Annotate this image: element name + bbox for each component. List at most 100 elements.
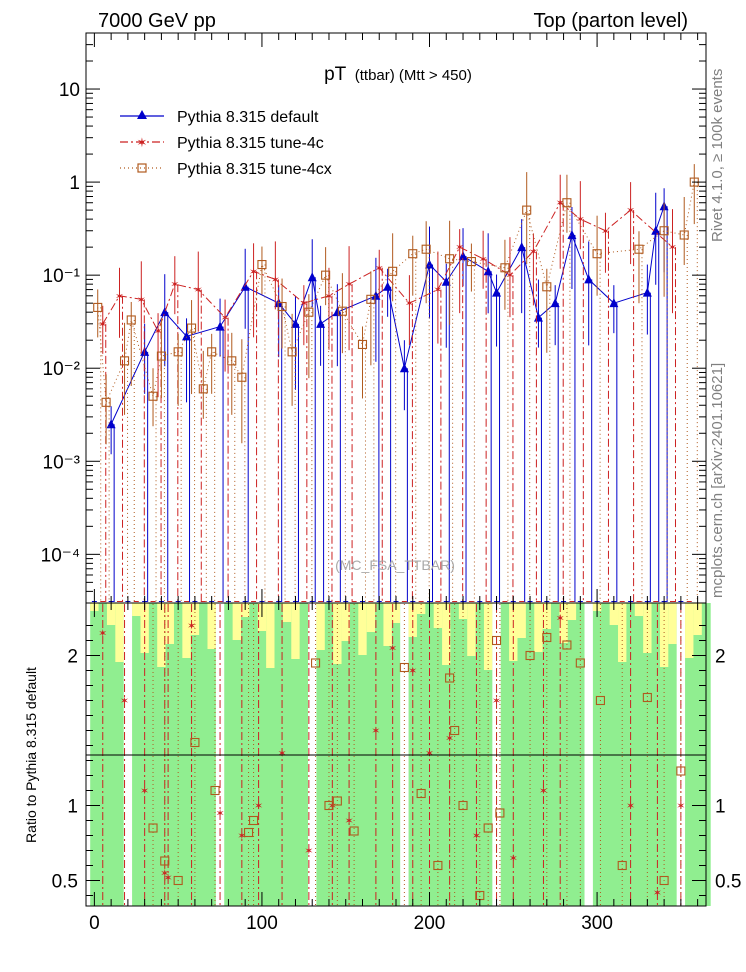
main-point-tune4cx [119,356,130,366]
main-point-tune4c: ✶ [405,298,414,310]
ratio-band-bin-outer [609,603,619,625]
ratio-point-tune4cx [173,875,183,886]
ratio-band-bin-outer [316,603,326,650]
ratio-band-bin-outer [467,603,477,656]
ratio-point-tune4cx [676,766,686,776]
main-point-tune4cx [227,356,237,366]
ratio-band-bin-outer [190,603,200,635]
ratio-point-tune4cx [249,815,259,826]
main-point-default [517,242,527,252]
main-point-default [458,251,468,261]
ratio-band-bin-outer [157,603,167,667]
ratio-point-tune4c: ✶ [304,846,313,858]
ratio-point-tune4cx [659,875,669,886]
header-left-label: 7000 GeV pp [98,10,216,32]
main-point-tune4cx [366,294,376,304]
ratio-point-tune4cx [311,658,321,668]
main-point-tune4c: ✶ [626,205,635,217]
main-panel: ✶✶ ✶✶✶ ✶✶✶✶✶✶✶✶✶✶✶✶✶✶✶✶✶✶✶ (MC_FSA_TTBAR) … [41,32,707,604]
main-point-default [441,276,451,286]
ratio-band-bin-outer [634,603,644,616]
ratio-point-tune4cx [332,796,342,806]
main-point-tune4cx [634,244,644,254]
main-point-tune4cx [101,397,111,407]
main-point-tune4c: ✶ [299,298,308,310]
ratio-point-tune4cx [416,788,426,799]
main-point-default [425,259,435,269]
ratio-band-bin-outer [693,603,703,635]
main-point-tune4c: ✶ [375,263,384,275]
main-title-sub: (ttbar) (Mtt > 450) [355,67,472,84]
ratio-point-tune4cx [525,650,535,661]
main-point-tune4c: ✶ [433,285,442,297]
legend-marker-star: ✶ [137,135,148,150]
ratio-band-bin-outer [333,603,343,664]
ratio-point-tune4cx [445,673,455,683]
ratio-point-tune4c: ✶ [160,868,169,880]
ratio-y-tick-label-right: 2 [715,647,726,668]
legend: Pythia 8.315 default ✶ Pythia 8.315 tune… [120,109,332,178]
ratio-band-bin-outer [182,603,192,658]
legend-marker-triangle [137,110,147,119]
main-point-tune4c: ✶ [194,285,203,297]
main-point-tune4c: ✶ [98,319,107,331]
ratio-point-tune4cx [575,658,585,668]
main-point-tune4c: ✶ [170,279,179,291]
main-point-default [567,230,577,240]
ratio-point-tune4cx [433,860,443,871]
main-point-default [215,321,225,331]
main-point-tune4cx [542,282,552,292]
main-point-tune4c: ✶ [479,254,488,266]
mcplots-side-label: mcplots.cern.ch [arXiv:2401.10621] [709,363,726,598]
main-point-tune4cx [156,351,166,361]
legend-label-tune4cx: Pythia 8.315 tune-4cx [177,161,332,178]
ratio-point-tune4cx [399,662,409,673]
main-point-default [182,331,192,341]
ratio-band-bin-outer [132,603,141,616]
main-point-tune4cx [148,391,158,401]
ratio-point-tune4c: ✶ [676,801,685,813]
ratio-point-tune4cx [495,808,505,818]
ratio-point-tune4c: ✶ [492,696,501,708]
ratio-point-tune4c: ✶ [388,643,397,655]
main-point-tune4cx [207,347,217,357]
main-point-tune4cx [277,301,287,312]
main-point-default [160,307,170,317]
main-point-default [483,266,493,276]
ratio-point-tune4cx [617,860,627,871]
ratio-point-tune4c: ✶ [254,801,263,813]
ratio-band-bin-outer [559,603,569,643]
main-series-line [102,201,673,333]
main-point-default [584,274,594,284]
main-y-axis: 10 1 10⁻¹ 10⁻² 10⁻³ 10⁻⁴ [41,32,706,604]
main-point-tune4c: ✶ [576,214,585,226]
main-point-default [307,272,317,282]
ratio-point-tune4c: ✶ [509,853,518,865]
main-point-default [651,225,661,235]
main-point-tune4cx [421,244,431,254]
ratio-x-tick-label: 100 [246,913,278,934]
ratio-band-bin-outer [366,603,376,632]
main-point-tune4cx [679,230,689,240]
main-y-tick-label: 10⁻³ [43,452,81,473]
ratio-band-bin-outer [567,603,577,620]
ratio-x-axis: 0 100 200 300 [89,603,699,934]
ratio-y-tick-label-right: 1 [715,797,726,818]
ratio-band-bin-outer [685,603,694,658]
main-series-line [110,206,665,425]
main-point-default [383,281,393,291]
main-point-tune4c: ✶ [249,266,258,278]
main-point-tune4c: ✶ [271,274,280,286]
main-title-main: pT [324,64,347,85]
ratio-band-bin-outer [517,603,527,638]
main-point-default [106,419,116,429]
ratio-band-bin-outer [291,603,301,659]
main-y-tick-label: 10⁻⁴ [41,545,80,566]
ratio-band-bin-outer [106,603,116,625]
ratio-point-tune4cx [562,640,572,650]
main-point-tune4cx [466,257,476,267]
ratio-x-tick-label: 300 [581,913,613,934]
legend-entry-tune4cx: Pythia 8.315 tune-4cx [120,161,332,178]
ratio-band-bin-outer [165,603,175,644]
main-point-tune4cx [408,249,418,259]
